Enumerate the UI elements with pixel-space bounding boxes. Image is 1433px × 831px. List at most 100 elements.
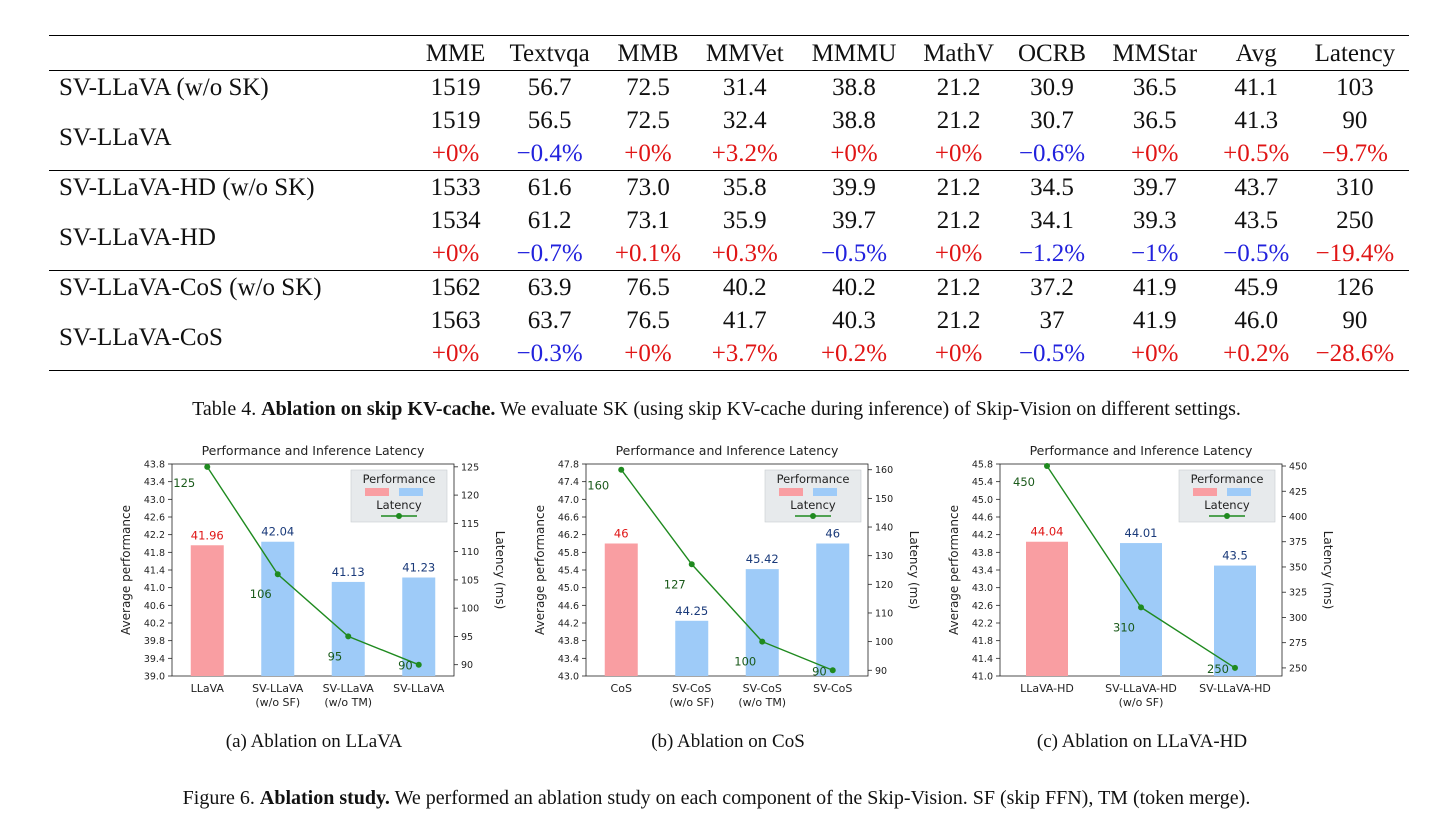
- performance-bar: [1026, 541, 1068, 676]
- header-cell: Latency: [1300, 35, 1409, 71]
- chart-svg: Performance and Inference Latency 41.0 41.…: [947, 443, 1335, 709]
- table-cell: 21.2: [936, 174, 981, 201]
- y-tick-label: 43.8: [972, 548, 993, 559]
- y-tick-label: 41.8: [144, 548, 165, 559]
- legend-swatch-red: [779, 488, 803, 496]
- table-cell: 103: [1336, 74, 1374, 101]
- chart-title: Performance and Inference Latency: [202, 443, 425, 458]
- header-cell: MathV: [911, 35, 1007, 71]
- y-tick-label: 45.4: [558, 566, 579, 577]
- table-cell: 21.2: [936, 74, 981, 101]
- table-cell: 45.9: [1234, 274, 1279, 301]
- performance-bar: [331, 581, 365, 676]
- row-name: SV-LLaVA-CoS (w/o SK): [59, 274, 322, 301]
- y-tick-label: 43.8: [144, 460, 165, 471]
- legend-performance-label: Performance: [777, 472, 850, 486]
- category-label: SV-LLaVA: [323, 682, 375, 695]
- legend-marker: [1224, 513, 1230, 519]
- y-tick-label: 45.4: [972, 477, 993, 488]
- latency-value-label: 127: [664, 577, 686, 591]
- header-cell: MMVet: [692, 35, 798, 71]
- delta-cell: −0.7%: [495, 237, 604, 271]
- performance-value-label: 42.04: [261, 525, 294, 539]
- latency-point: [1232, 664, 1238, 671]
- table-cell: 37: [1039, 307, 1065, 334]
- table-row-base: SV-LLaVA (w/o SK) 1519 56.7 72.5 31.4 38.8 21.…: [49, 71, 1409, 105]
- category-label: SV-LLaVA-HD: [1105, 682, 1177, 695]
- table-cell: 41.9: [1132, 274, 1177, 301]
- legend-performance-label: Performance: [1191, 472, 1264, 486]
- performance-bar: [261, 541, 295, 676]
- delta-cell: −0.5%: [1211, 237, 1301, 271]
- table-cell: 41.3: [1234, 107, 1279, 134]
- delta-cell: +0.2%: [1211, 337, 1301, 371]
- table-cell: 72.5: [626, 74, 670, 101]
- delta-cell: +0.2%: [797, 337, 912, 371]
- performance-value-label: 44.04: [1031, 525, 1064, 539]
- y2-tick-label: 325: [1289, 588, 1307, 599]
- table-cell: 34.1: [1030, 207, 1074, 234]
- figure-caption: Figure 6. Ablation study. We performed a…: [0, 787, 1433, 810]
- figure-caption-bold: Ablation study.: [259, 787, 390, 809]
- y-tick-label: 43.0: [144, 495, 165, 506]
- category-label: SV-LLaVA: [252, 682, 304, 695]
- table-cell: 39.7: [1132, 174, 1177, 201]
- delta-cell: +3.2%: [692, 137, 798, 171]
- table-row-base: SV-LLaVA-CoS (w/o SK) 1562 63.9 76.5 40.2 40.…: [49, 271, 1409, 305]
- header-cell-empty: [49, 35, 416, 71]
- y2-tick-label: 120: [461, 491, 479, 502]
- table-cell: 21.2: [936, 207, 981, 234]
- y2-tick-label: 100: [875, 637, 893, 648]
- performance-value-label: 41.96: [191, 528, 224, 542]
- y-tick-label: 47.4: [558, 477, 579, 488]
- y-tick-label: 46.6: [558, 513, 579, 524]
- table-cell: 61.6: [527, 174, 572, 201]
- y-tick-label: 42.2: [144, 530, 165, 541]
- chart-title: Performance and Inference Latency: [616, 443, 839, 458]
- table-cell: 39.9: [832, 174, 876, 201]
- y-tick-label: 39.4: [144, 654, 165, 665]
- table-cell: 90: [1342, 307, 1368, 334]
- header-cell: MMB: [603, 35, 693, 71]
- performance-value-label: 41.13: [332, 565, 365, 579]
- header-cell: MMStar: [1097, 35, 1212, 71]
- latency-point: [1044, 463, 1050, 470]
- latency-point: [204, 463, 211, 470]
- table-cell: 310: [1336, 174, 1374, 201]
- table-cell: 76.5: [626, 274, 670, 301]
- y-tick-label: 42.6: [972, 601, 993, 612]
- performance-value-label: 41.23: [402, 561, 435, 575]
- table-cell: 1534: [430, 207, 481, 234]
- delta-cell: −0.5%: [797, 237, 912, 271]
- table-cell: 32.4: [722, 107, 767, 134]
- y-tick-label: 40.6: [144, 601, 165, 612]
- y2-axis-label: Latency (ms): [493, 531, 507, 610]
- category-label: CoS: [611, 682, 632, 695]
- y-tick-label: 39.0: [144, 672, 165, 683]
- table-cell: 21.2: [936, 107, 981, 134]
- table-caption-bold: Ablation on skip KV-cache.: [261, 398, 496, 420]
- y-tick-label: 40.2: [144, 619, 165, 630]
- latency-point: [618, 466, 625, 473]
- table-cell: 30.7: [1030, 107, 1074, 134]
- y2-tick-label: 125: [461, 462, 479, 473]
- header-cell: Avg: [1211, 35, 1301, 71]
- legend-swatch-blue: [1227, 488, 1251, 496]
- chart-title: Performance and Inference Latency: [1030, 443, 1253, 458]
- latency-value-label: 125: [173, 476, 195, 490]
- row-name: SV-LLaVA (w/o SK): [59, 74, 269, 101]
- delta-cell: +0%: [603, 137, 693, 171]
- y2-tick-label: 110: [875, 608, 893, 619]
- subcaption-b: (b) Ablation on CoS: [651, 731, 805, 752]
- delta-cell: +0%: [1097, 137, 1212, 171]
- y2-axis-label: Latency (ms): [907, 531, 921, 610]
- category-label: (w/o TM): [738, 696, 786, 709]
- performance-value-label: 46: [614, 527, 629, 541]
- row-name: SV-LLaVA: [49, 104, 416, 171]
- delta-cell: +0%: [603, 337, 693, 371]
- y-tick-label: 45.8: [972, 460, 993, 471]
- y-tick-label: 41.0: [144, 583, 165, 594]
- y2-tick-label: 350: [1289, 562, 1307, 573]
- chart-ablation-llava-hd: Performance and Inference Latency 41.0 41.…: [936, 436, 1336, 726]
- latency-value-label: 106: [250, 587, 272, 601]
